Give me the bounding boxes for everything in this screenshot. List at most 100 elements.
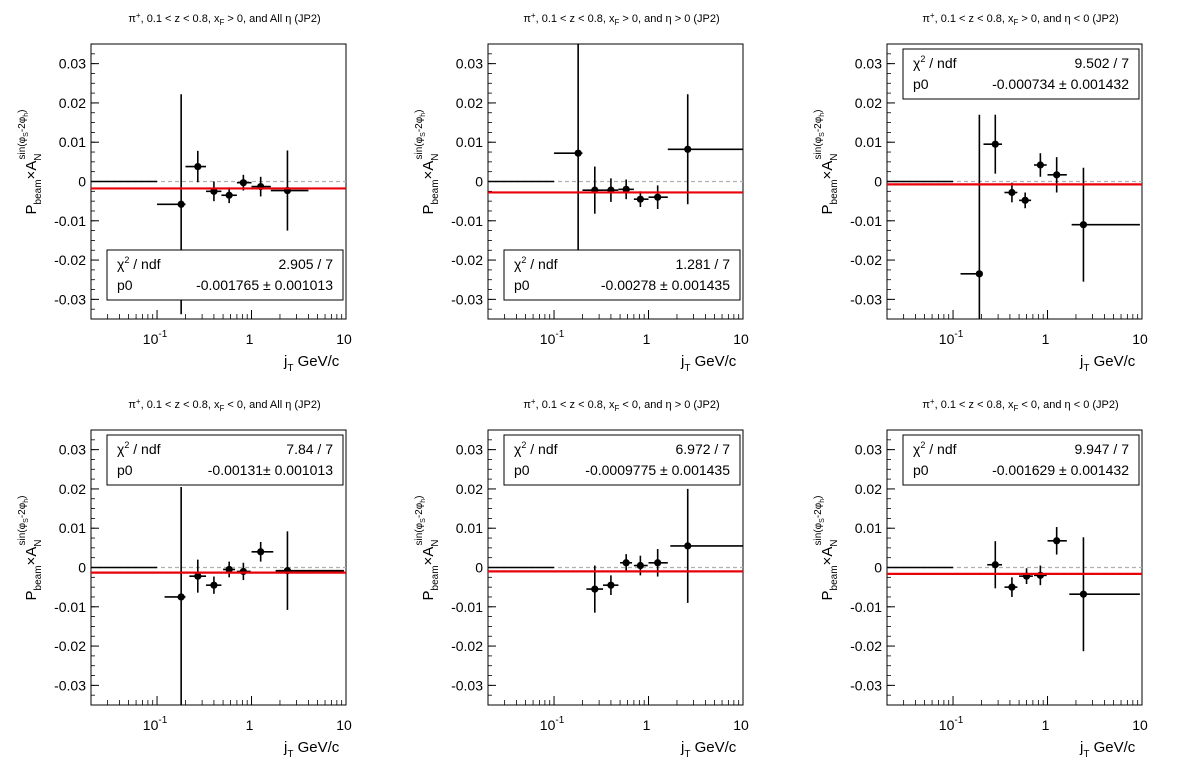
x-tick-label: 1 xyxy=(1042,331,1050,347)
marker xyxy=(654,559,662,567)
p0-label: p0 xyxy=(514,277,530,293)
y-tick-label: -0.02 xyxy=(451,252,483,268)
marker xyxy=(177,200,185,208)
marker xyxy=(684,145,692,153)
marker xyxy=(1008,188,1016,197)
marker xyxy=(991,561,999,569)
y-tick-label: 0.02 xyxy=(855,481,882,497)
y-axis-label: Pbeam×ANsin(φS-2φh) xyxy=(17,110,44,215)
x-tick-label: 1 xyxy=(246,717,254,733)
chart-panel-4: π+, 0.1 < z < 0.8, xF < 0, and All η (JP… xyxy=(17,397,352,760)
data-point xyxy=(189,559,207,593)
y-tick-label: 0.03 xyxy=(855,442,882,458)
marker xyxy=(1079,590,1088,598)
x-tick-label: 1 xyxy=(1042,717,1050,733)
x-tick-label: 10-1 xyxy=(540,715,565,733)
p0-label: p0 xyxy=(117,462,133,478)
x-tick-label: 10-1 xyxy=(540,329,565,347)
x-axis-label: jT GeV/c xyxy=(1079,353,1136,374)
y-tick-label: -0.03 xyxy=(54,677,86,693)
y-tick-label: -0.02 xyxy=(850,638,882,654)
x-tick-label: 10 xyxy=(733,717,749,733)
stats-box-frame xyxy=(106,249,344,301)
data-point xyxy=(1034,153,1047,177)
stats-box: χ2 / ndf 2.905 / 7 p0 -0.001765 ± 0.001013 xyxy=(106,249,344,301)
data-point xyxy=(223,561,236,578)
chi2-label: χ2 / ndf xyxy=(514,255,558,272)
y-tick-label: 0.02 xyxy=(59,95,86,111)
y-tick-label: 0.01 xyxy=(456,134,483,150)
marker xyxy=(225,191,233,199)
chart-panel-1: π+, 0.1 < z < 0.8, xF > 0, and All η (JP… xyxy=(17,11,352,374)
chart-panel-6: π+, 0.1 < z < 0.8, xF < 0, and η < 0 (JP… xyxy=(813,397,1148,760)
stats-box: χ2 / ndf 6.972 / 7 p0 -0.0009775 ± 0.001435 xyxy=(503,434,741,486)
x-axis-label: jT GeV/c xyxy=(283,739,340,760)
x-tick-label: 10-1 xyxy=(939,329,964,347)
x-tick-label: 1 xyxy=(246,331,254,347)
marker xyxy=(239,567,247,576)
chart-title: π+, 0.1 < z < 0.8, xF < 0, and All η (JP… xyxy=(128,397,320,413)
data-point xyxy=(275,531,344,610)
marker xyxy=(1079,221,1088,229)
data-point xyxy=(670,488,743,603)
y-tick-label: 0.01 xyxy=(855,520,882,536)
x-tick-label: 10 xyxy=(1132,331,1148,347)
y-tick-label: 0 xyxy=(874,174,882,190)
marker xyxy=(194,162,202,171)
chi2-label: χ2 / ndf xyxy=(117,440,161,457)
y-tick-label: -0.02 xyxy=(850,252,882,268)
marker xyxy=(239,179,247,187)
p0-value: -0.0009775 ± 0.001435 xyxy=(585,462,730,478)
data-point xyxy=(1069,537,1140,652)
x-axis-label: jT GeV/c xyxy=(283,353,340,374)
data-point xyxy=(221,187,237,204)
marker xyxy=(1008,583,1016,591)
y-tick-label: 0.02 xyxy=(456,95,483,111)
y-tick-label: 0.03 xyxy=(456,56,483,72)
x-tick-label: 1 xyxy=(643,331,651,347)
marker xyxy=(225,565,233,574)
chi2-label: χ2 / ndf xyxy=(913,440,957,457)
data-point xyxy=(633,191,649,208)
chart-title: π+, 0.1 < z < 0.8, xF > 0, and All η (JP… xyxy=(128,11,320,27)
y-tick-label: -0.03 xyxy=(451,291,483,307)
y-axis-label: Pbeam×ANsin(φS-2φh) xyxy=(813,110,840,215)
stats-box-frame xyxy=(902,48,1140,100)
y-tick-label: 0 xyxy=(874,560,882,576)
stats-box-frame xyxy=(902,434,1140,486)
data-point xyxy=(1004,182,1018,203)
y-tick-label: -0.02 xyxy=(451,638,483,654)
chart-panel-2: π+, 0.1 < z < 0.8, xF > 0, and η > 0 (JP… xyxy=(414,11,749,374)
marker xyxy=(1036,161,1044,169)
y-axis-label: Pbeam×ANsin(φS-2φh) xyxy=(813,496,840,601)
chart-title: π+, 0.1 < z < 0.8, xF < 0, and η < 0 (JP… xyxy=(922,397,1118,413)
marker xyxy=(622,559,630,567)
marker xyxy=(257,548,265,556)
data-point xyxy=(983,114,1003,174)
y-axis-label: Pbeam×ANsin(φS-2φh) xyxy=(17,496,44,601)
chi2-label: χ2 / ndf xyxy=(913,54,957,71)
stats-box: χ2 / ndf 1.281 / 7 p0 -0.00278 ± 0.001435 xyxy=(503,249,741,301)
p0-value: -0.001629 ± 0.001432 xyxy=(992,462,1129,478)
y-tick-label: 0 xyxy=(78,560,86,576)
data-point xyxy=(206,576,222,594)
data-point xyxy=(164,486,186,705)
marker xyxy=(1053,171,1061,179)
marker xyxy=(654,193,662,201)
p0-value: -0.000734 ± 0.001432 xyxy=(992,76,1129,92)
y-tick-label: 0.01 xyxy=(59,520,86,536)
chi2-value: 6.972 / 7 xyxy=(676,441,731,457)
x-tick-label: 10 xyxy=(733,331,749,347)
y-tick-label: 0.01 xyxy=(59,134,86,150)
y-tick-label: 0 xyxy=(475,174,483,190)
marker xyxy=(607,581,615,589)
data-point xyxy=(618,179,634,200)
chart-panel-5: π+, 0.1 < z < 0.8, xF < 0, and η > 0 (JP… xyxy=(414,397,749,760)
chi2-value: 7.84 / 7 xyxy=(286,441,333,457)
data-point xyxy=(270,150,309,231)
stats-box: χ2 / ndf 9.502 / 7 p0 -0.000734 ± 0.001432 xyxy=(902,48,1140,100)
y-tick-label: -0.01 xyxy=(451,599,483,615)
data-point xyxy=(620,554,633,572)
x-tick-label: 10-1 xyxy=(939,715,964,733)
data-point xyxy=(1071,167,1140,282)
